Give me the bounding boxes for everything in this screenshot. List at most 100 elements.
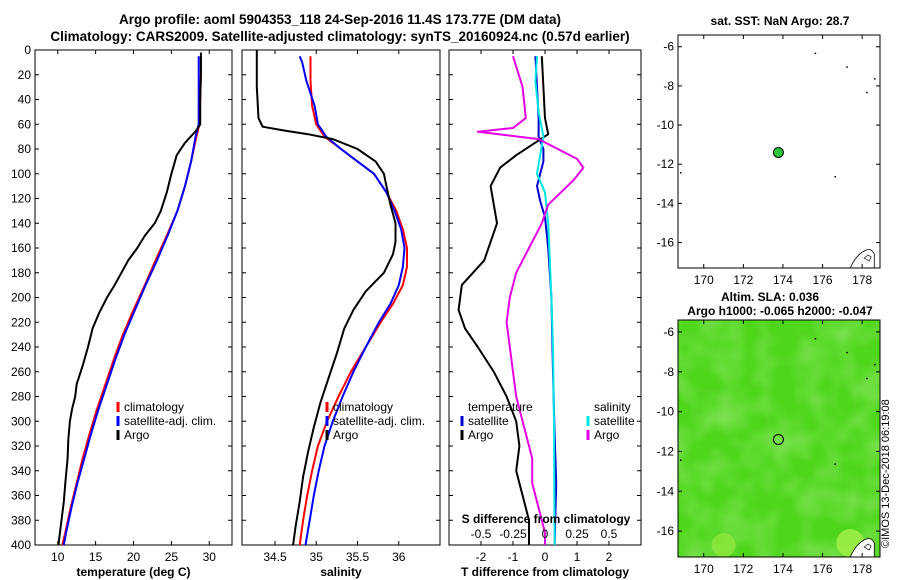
- legend-label: Argo: [594, 428, 620, 442]
- panel-salinity: 34.5 35 35.5 36 salinity climatologysatellite…: [241, 49, 441, 579]
- depth-tick-label: 200: [11, 291, 31, 305]
- lat-tick-label: -14: [657, 196, 675, 210]
- x-tick-label: 36: [392, 550, 406, 564]
- lon-tick-label: 178: [852, 562, 872, 576]
- legend-label: satellite-adj. clim.: [124, 414, 216, 428]
- legend-label: satellite: [468, 414, 509, 428]
- sla-map: 170 172 174 176 178 -6 -8 -10 -12 -14 -16: [657, 319, 881, 576]
- series-line-satellite-adj-clim-: [298, 55, 406, 546]
- series-line-argo: [255, 50, 397, 546]
- legend-label: climatology: [333, 400, 393, 414]
- lat-tick-label: -14: [657, 484, 675, 498]
- depth-tick-label: 180: [11, 266, 31, 280]
- island-speck: [814, 337, 817, 340]
- x-axis-label: salinity: [320, 565, 362, 579]
- depth-tick-label: 400: [11, 538, 31, 552]
- lon-tick-label: 176: [813, 562, 833, 576]
- x-tick-label: 35: [310, 550, 324, 564]
- plot-title-line1: Argo profile: aoml 5904353_118 24-Sep-20…: [119, 12, 561, 27]
- island-speck: [814, 52, 817, 55]
- lat-tick-label: -12: [657, 444, 675, 458]
- island-speck: [846, 66, 848, 68]
- depth-tick-label: 140: [11, 216, 31, 230]
- island-speck: [846, 351, 848, 354]
- lat-tick-label: -16: [657, 236, 675, 250]
- lon-tick-label: 174: [773, 273, 793, 287]
- depth-tick-label: 40: [18, 93, 32, 107]
- lon-tick-label: 178: [852, 273, 872, 287]
- depth-tick-label: 360: [11, 489, 31, 503]
- x-tick-label: 0: [542, 550, 549, 564]
- island-speck: [834, 175, 836, 178]
- island-speck: [679, 172, 682, 174]
- x-tick-label: 35.5: [346, 550, 370, 564]
- lon-tick-label: 172: [733, 273, 753, 287]
- x-axis-label: temperature (deg C): [76, 565, 190, 579]
- lat-tick-label: -10: [657, 118, 675, 132]
- sst-map-title: sat. SST: NaN Argo: 28.7: [710, 14, 850, 28]
- island-speck: [866, 91, 868, 94]
- fiji-coast: [849, 249, 875, 269]
- fiji-coast: [863, 254, 872, 262]
- map-frame: [677, 34, 881, 269]
- legend-label: climatology: [124, 400, 184, 414]
- depth-tick-label: 340: [11, 464, 31, 478]
- series-line-argo: [57, 52, 202, 546]
- depth-tick-label: 240: [11, 340, 31, 354]
- depth-tick-label: 280: [11, 390, 31, 404]
- legend-label: satellite-adj. clim.: [333, 414, 425, 428]
- lon-tick-label: 172: [733, 562, 753, 576]
- island-speck: [866, 377, 868, 380]
- depth-tick-label: 120: [11, 192, 31, 206]
- x-tick-label: -2: [476, 550, 487, 564]
- island-speck: [834, 463, 836, 465]
- argo-location-marker: [772, 146, 784, 158]
- depth-tick-label: 20: [18, 68, 32, 82]
- salinity-difference-tick-label: 0: [542, 527, 549, 541]
- salinity-difference-tick-label: 0.5: [601, 527, 618, 541]
- sla-map-title: Altim. SLA: 0.036: [720, 290, 820, 304]
- lat-tick-label: -6: [663, 325, 674, 339]
- lon-tick-label: 170: [694, 273, 714, 287]
- legend-label: Argo: [468, 428, 494, 442]
- argo-location-marker: [772, 433, 784, 445]
- salinity-difference-axis-label: S difference from climatology: [462, 512, 631, 526]
- x-tick-label: 1: [574, 550, 581, 564]
- panel-frame: [34, 49, 233, 546]
- salinity-difference-tick-label: -0.5: [471, 527, 492, 541]
- x-tick-label: 34.5: [263, 550, 287, 564]
- depth-tick-label: 300: [11, 414, 31, 428]
- depth-tick-label: 220: [11, 315, 31, 329]
- depth-tick-label: 380: [11, 513, 31, 527]
- lat-tick-label: -6: [663, 40, 674, 54]
- legend-title-salinity: salinity: [594, 400, 631, 414]
- lat-tick-label: -12: [657, 157, 675, 171]
- panel-frame: [241, 49, 441, 546]
- salinity-difference-tick-label: 0.25: [565, 527, 589, 541]
- island-speck: [679, 459, 682, 461]
- lon-tick-label: 176: [813, 273, 833, 287]
- depth-tick-label: 100: [11, 167, 31, 181]
- panel-frame: [448, 49, 642, 546]
- depth-tick-label: 60: [18, 117, 32, 131]
- x-tick-label: 30: [203, 550, 217, 564]
- legend-label: Argo: [333, 428, 359, 442]
- salinity-difference-tick-label: -0.25: [499, 527, 527, 541]
- lon-tick-label: 174: [773, 562, 793, 576]
- sla-field-texture: [678, 320, 880, 557]
- panel-temperature: 0 20 40 60 80 100 120 140 160 180 200 220 240 260 280 3…: [11, 43, 233, 579]
- x-tick-label: -1: [508, 550, 519, 564]
- series-line-s-satellite: [534, 56, 556, 546]
- series-line-t-argo: [457, 56, 550, 545]
- legend-title-temperature: temperature: [468, 400, 533, 414]
- lat-tick-label: -16: [657, 524, 675, 538]
- legend-label: Argo: [124, 428, 150, 442]
- lat-tick-label: -10: [657, 405, 675, 419]
- series-line-s-argo: [476, 55, 585, 545]
- sla-bright-patch: [711, 533, 736, 558]
- island-speck: [874, 363, 876, 366]
- depth-tick-label: 260: [11, 365, 31, 379]
- fiji-coast: [849, 538, 875, 558]
- island-speck: [874, 78, 876, 80]
